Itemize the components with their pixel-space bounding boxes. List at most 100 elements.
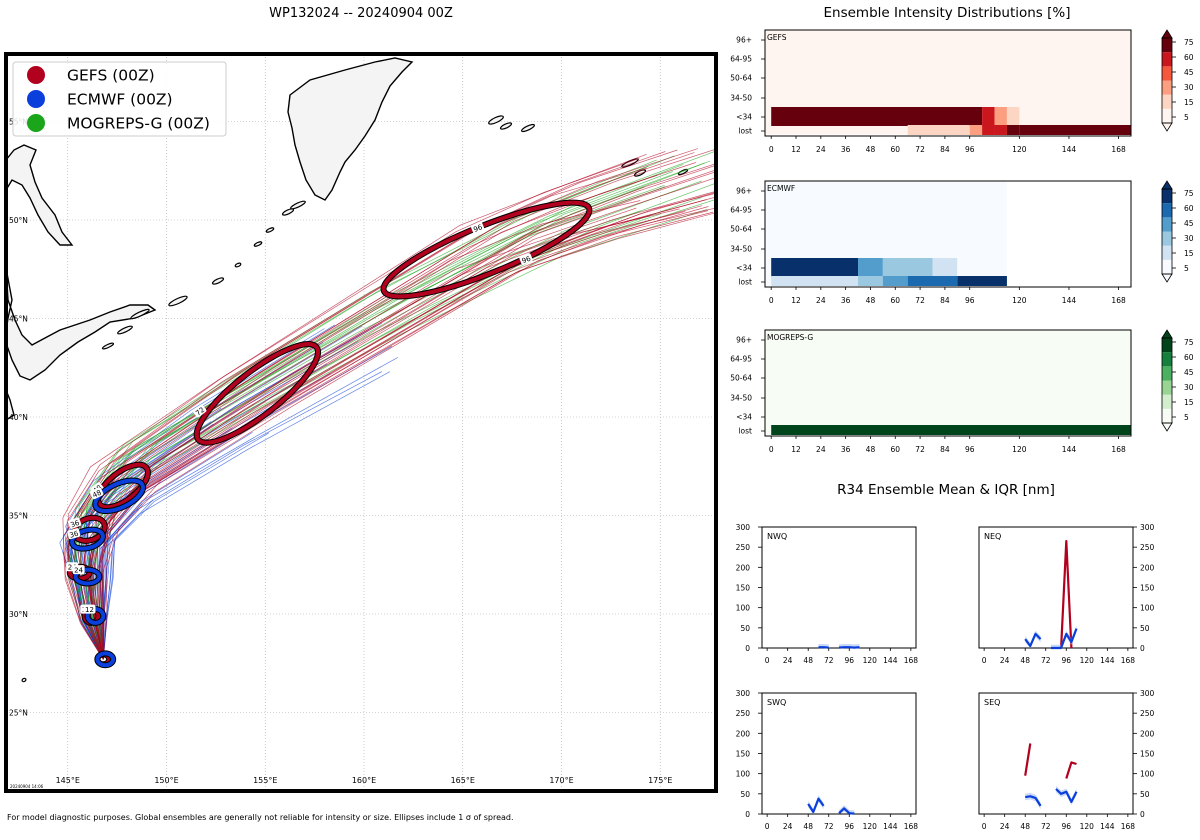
colorbar-swatch xyxy=(1162,338,1172,353)
heatmap-colorbar: 5 15 30 45 60 75 xyxy=(1161,29,1194,132)
colorbar-swatch xyxy=(1162,38,1172,53)
legend-label-2: MOGREPS-G (00Z) xyxy=(67,115,210,133)
colorbar-tick-label: 75 xyxy=(1184,338,1194,347)
heatmap-xlabel: 0 xyxy=(769,145,774,154)
heatmap-xlabel: 0 xyxy=(769,445,774,454)
colorbar-tick-label: 45 xyxy=(1184,68,1194,77)
heatmap-cell xyxy=(957,258,983,277)
r34-ytick-label: 250 xyxy=(736,709,751,718)
ellipse-label: 96 xyxy=(472,223,484,234)
colorbar-tick-label: 60 xyxy=(1184,204,1194,213)
heatmap-ylabel: 34-50 xyxy=(730,245,752,254)
heatmap-ylabel: lost xyxy=(738,127,752,136)
r34-xtick-label: 0 xyxy=(765,656,770,665)
r34-ytick-label: 250 xyxy=(1140,543,1155,552)
ellipse-band xyxy=(96,462,150,510)
member-track-gefs xyxy=(84,148,699,660)
heatmap-model-label: ECMWF xyxy=(767,184,795,193)
island-11 xyxy=(499,122,513,130)
heatmap-ylabel: 64-95 xyxy=(730,206,752,215)
r34-quadrant-label: SEQ xyxy=(984,698,1000,707)
r34-series-ecmwf xyxy=(1050,628,1078,650)
ellipse-label-bg xyxy=(68,517,82,529)
heatmap-cell xyxy=(771,425,1131,435)
land-kamchatka xyxy=(287,57,414,201)
colorbar-tick-label: 60 xyxy=(1184,353,1194,362)
ellipse-ecmwf-48: 48 xyxy=(89,477,146,515)
heatmap-frame xyxy=(764,180,1132,288)
ellipse-label-bg xyxy=(519,253,533,265)
colorbar-swatch xyxy=(1162,352,1172,367)
member-track-gefs xyxy=(94,169,716,660)
ellipse-label-bg xyxy=(83,604,96,614)
colorbar-tick-label: 30 xyxy=(1184,83,1194,92)
map-frame xyxy=(4,52,718,793)
lon-tick-label: 170°E xyxy=(549,776,573,785)
map-inner: 1212242436364848729696 xyxy=(6,54,716,791)
heatmap-cell xyxy=(907,125,970,135)
colorbar-tick-label: 5 xyxy=(1184,264,1189,273)
r34-ytick-label: 0 xyxy=(1140,810,1145,819)
r34-xtick-label: 0 xyxy=(982,656,987,665)
r34-xtick-label: 72 xyxy=(1041,656,1051,665)
ellipse-band xyxy=(95,651,116,668)
ellipse-label: 24 xyxy=(74,567,83,575)
heatmap-xlabel: 168 xyxy=(1111,296,1126,305)
colorbar-tick-label: 75 xyxy=(1184,189,1194,198)
heatmap-ecmwf: ECMWF 96+ 64-95 50-64 34-50 <34 lost 0 12 24 36 48 6… xyxy=(730,180,1194,305)
legend-marker-1 xyxy=(27,90,45,108)
member-track-gefs xyxy=(81,211,686,660)
intensity-title: Ensemble Intensity Distributions [%] xyxy=(824,5,1071,21)
r34-frame xyxy=(978,692,1134,815)
r34-ytick-label: 50 xyxy=(1140,624,1150,633)
colorbar-swatch xyxy=(1162,231,1172,246)
track-map: 1212242436364848729696145°E150°E155°E160… xyxy=(4,52,718,793)
colorbar-swatch xyxy=(1162,66,1172,81)
island-3 xyxy=(168,295,188,307)
ellipse-label-bg xyxy=(89,487,104,500)
heatmap-cell xyxy=(994,125,1007,135)
r34-xtick-label: 24 xyxy=(783,656,793,665)
lat-tick-label: 25°N xyxy=(9,709,28,718)
heatmap-cell xyxy=(882,276,908,286)
member-track-gefs xyxy=(91,212,716,660)
member-track-gefs xyxy=(90,148,716,660)
heatmap-xlabel: 120 xyxy=(1012,145,1027,154)
legend-label-1: ECMWF (00Z) xyxy=(67,91,173,109)
member-track-gefs xyxy=(98,164,716,660)
heatmap-xlabel: 24 xyxy=(816,445,826,454)
heatmap-cell xyxy=(1006,125,1020,135)
r34-ytick-label: 250 xyxy=(1140,709,1155,718)
colorbar-cap-top xyxy=(1161,329,1173,339)
heatmap-ylabel: 50-64 xyxy=(730,225,752,234)
heatmap-xlabel: 96 xyxy=(965,145,975,154)
lon-tick-label: 155°E xyxy=(253,776,277,785)
legend-marker-2 xyxy=(27,114,45,132)
ellipse-label-bg xyxy=(72,565,85,575)
colorbar-swatch xyxy=(1162,394,1172,409)
heatmap-xlabel: 12 xyxy=(791,445,801,454)
r34-xtick-label: 24 xyxy=(783,822,793,831)
member-track-gefs xyxy=(101,163,716,660)
heatmap-xlabel: 24 xyxy=(816,296,826,305)
r34-xtick-label: 168 xyxy=(904,822,919,831)
r34-ytick-label: 50 xyxy=(1140,790,1150,799)
heatmap-xlabel: 84 xyxy=(940,296,950,305)
heatmap-xlabel: 0 xyxy=(769,296,774,305)
r34-xtick-label: 72 xyxy=(824,822,834,831)
island-0 xyxy=(101,342,115,350)
heatmap-xlabel: 36 xyxy=(841,145,851,154)
colorbar-tick-label: 15 xyxy=(1184,398,1194,407)
r34-xtick-label: 72 xyxy=(824,656,834,665)
member-track-gefs xyxy=(78,149,678,660)
colorbar-cap-bottom xyxy=(1161,273,1173,283)
ellipse-label-bg xyxy=(192,404,207,418)
heatmap-xlabel: 144 xyxy=(1062,145,1077,154)
r34-ytick-label: 150 xyxy=(1140,750,1155,759)
lat-tick-label: 30°N xyxy=(9,610,28,619)
island-10 xyxy=(488,115,504,125)
colorbar-tick-label: 5 xyxy=(1184,413,1189,422)
heatmap-xlabel: 60 xyxy=(890,445,900,454)
heatmap-xlabel: 60 xyxy=(890,145,900,154)
